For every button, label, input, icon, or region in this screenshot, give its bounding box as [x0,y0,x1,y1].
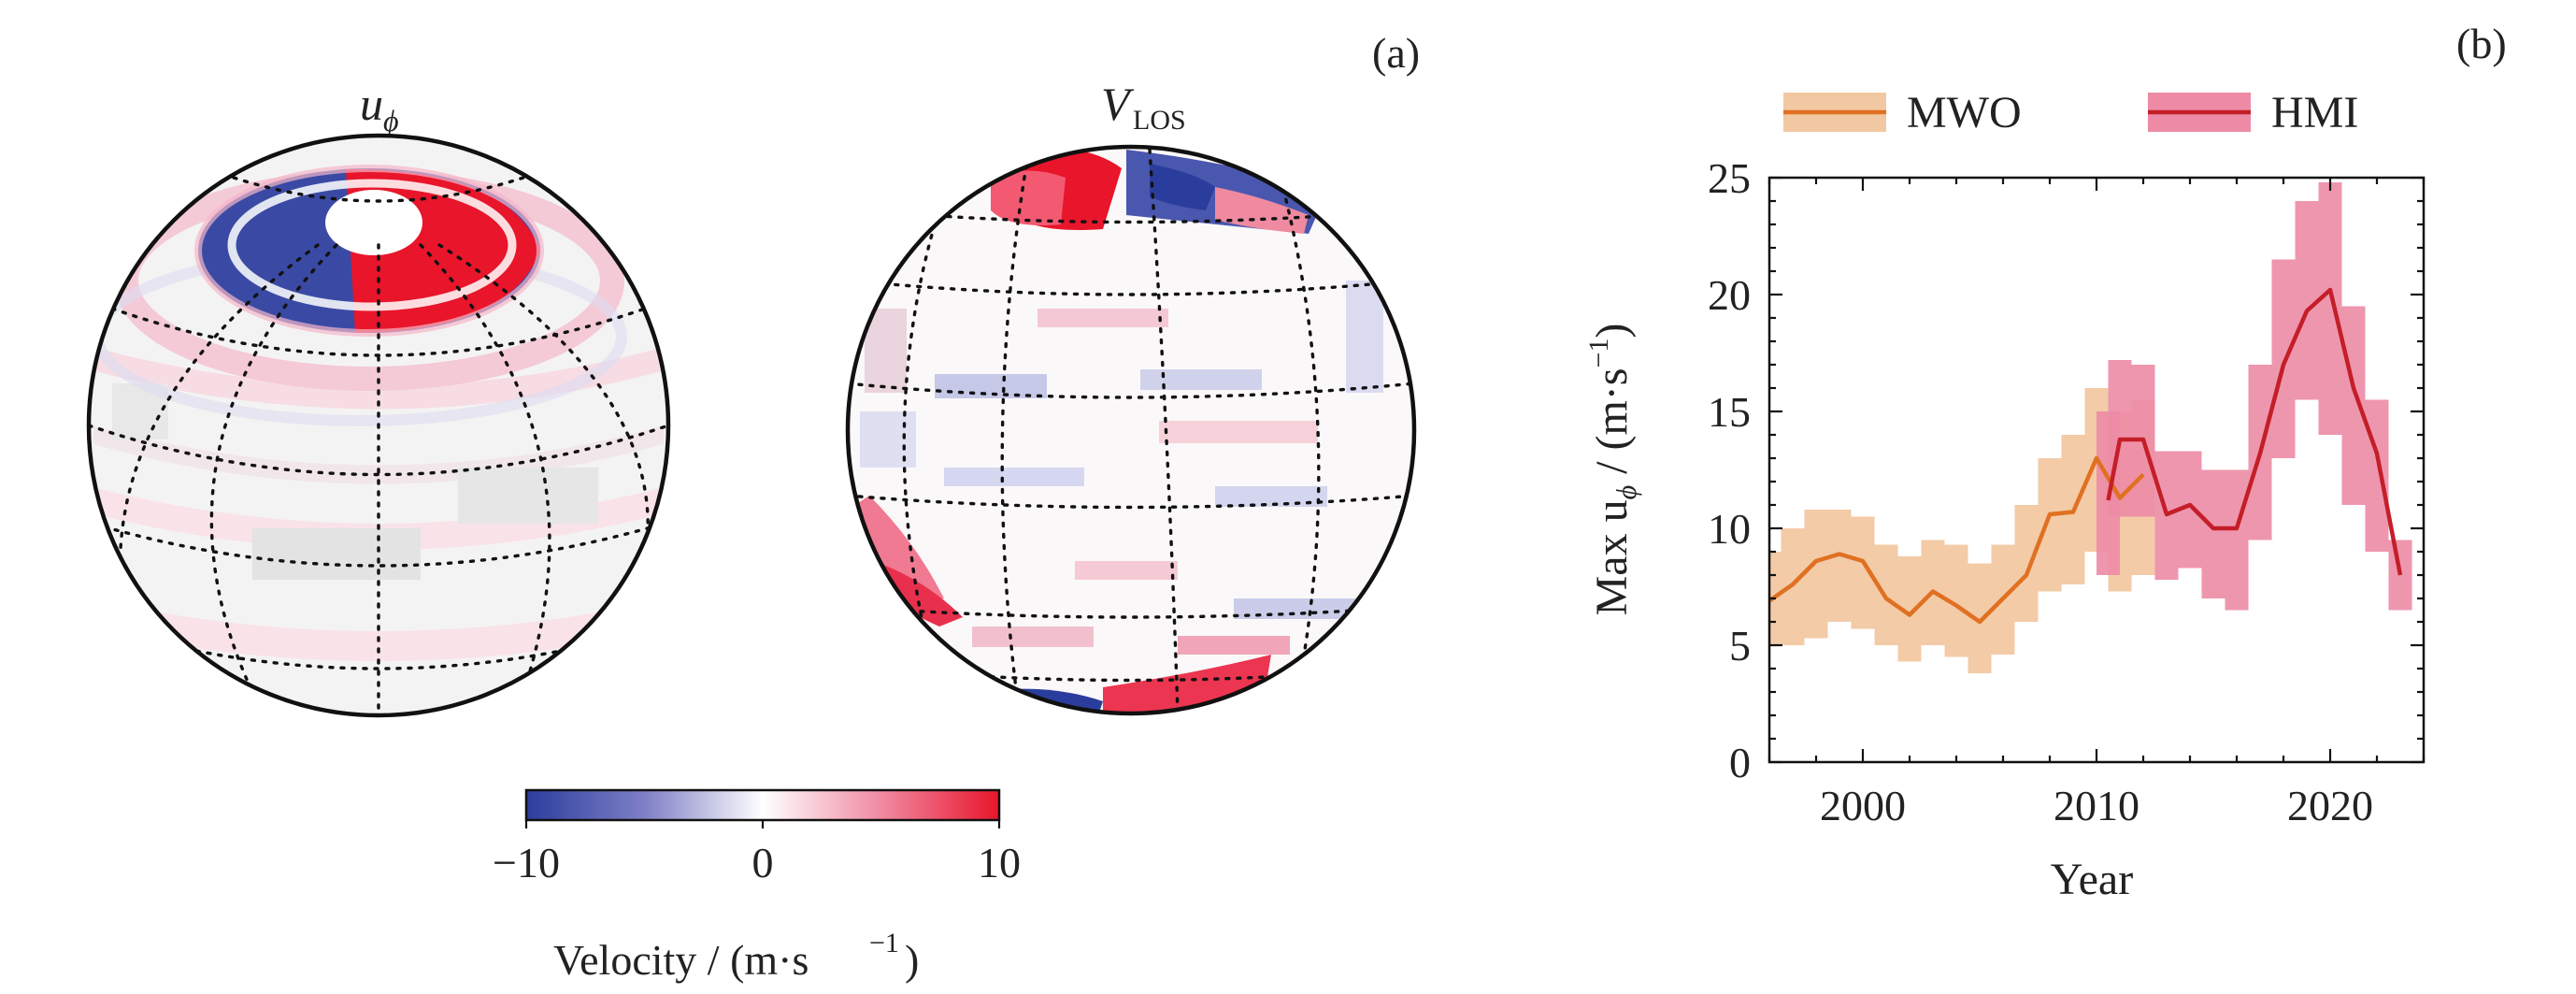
y-axis-label-sub: ϕ [1611,485,1642,500]
colorbar-label-end: ) [905,936,919,984]
colorbar-label-main: Velocity / (m·s [553,936,809,984]
band-segment-mwo [2038,458,2062,592]
series-line-hmi [2106,287,2403,576]
right-globe-title: V LOS [1101,78,1186,136]
colorbar-label-sup: −1 [869,928,899,958]
y-axis-label-sup: −1 [1583,339,1614,368]
plot-lines [1769,287,2403,625]
left-globe-title-sub: ϕ [383,104,399,137]
y-axis-label: Max uϕ / (m·s−1) [1583,324,1642,616]
right-globe-title-main: V [1101,78,1135,130]
band-segment-mwo [1804,510,1828,639]
colorbar-tick-max: 10 [978,839,1021,886]
legend-label-mwo: MWO [1907,88,2022,137]
colorbar-tick-mid: 0 [752,839,774,886]
legend-entry-hmi: HMI [2148,88,2358,137]
legend-entry-mwo: MWO [1783,88,2022,137]
y-tick-label: 15 [1708,388,1751,436]
y-tick-label: 0 [1729,739,1751,786]
y-axis-label-units: / (m·s [1587,368,1637,485]
legend-label-hmi: HMI [2271,88,2358,137]
band-segment-mwo [2014,505,2039,622]
colorbar-label: Velocity / (m·s −1 ) [553,928,919,984]
band-segment-hmi [2365,399,2389,552]
y-tick-label: 20 [1708,271,1751,319]
band-segment-mwo [1827,510,1852,622]
panel-b-label: (b) [2456,20,2507,67]
left-globe-title: u ϕ [360,78,399,137]
right-globe-title-sub: LOS [1133,105,1186,136]
y-tick-label: 10 [1708,505,1751,553]
colorbar: −10 0 10 Velocity / (m·s −1 ) [493,788,1021,984]
right-globe-vlos [845,144,1417,716]
svg-text:Max uϕ / (m·s−1): Max uϕ / (m·s−1) [1583,324,1642,616]
series-line-mwo [1769,455,2145,625]
y-axis-label-end: ) [1587,324,1637,339]
panel-a-label: (a) [1372,29,1420,77]
left-globe-uphi [86,133,671,718]
x-tick-label: 2020 [2287,782,2373,829]
left-globe-title-main: u [360,78,383,130]
plot-bands [1769,182,2412,673]
y-tick-label: 25 [1708,154,1751,202]
x-tick-label: 2010 [2054,782,2140,829]
y-axis-label-main: Max u [1587,499,1637,615]
legend: MWO HMI [1783,88,2358,137]
band-segment-hmi [2295,201,2319,400]
band-segment-hmi [2271,259,2296,458]
band-segment-hmi [2318,182,2342,435]
band-segment-hmi [2201,469,2225,598]
y-tick-label: 5 [1729,622,1751,670]
x-tick-label: 2000 [1820,782,1906,829]
band-segment-hmi [2225,469,2249,611]
colorbar-tick-min: −10 [493,839,560,886]
colorbar-gradient [524,788,1001,822]
plot-ticks: 0 5 10 15 20 25 2000 2010 2020 [1708,154,2426,829]
x-axis-label: Year [2051,855,2133,904]
